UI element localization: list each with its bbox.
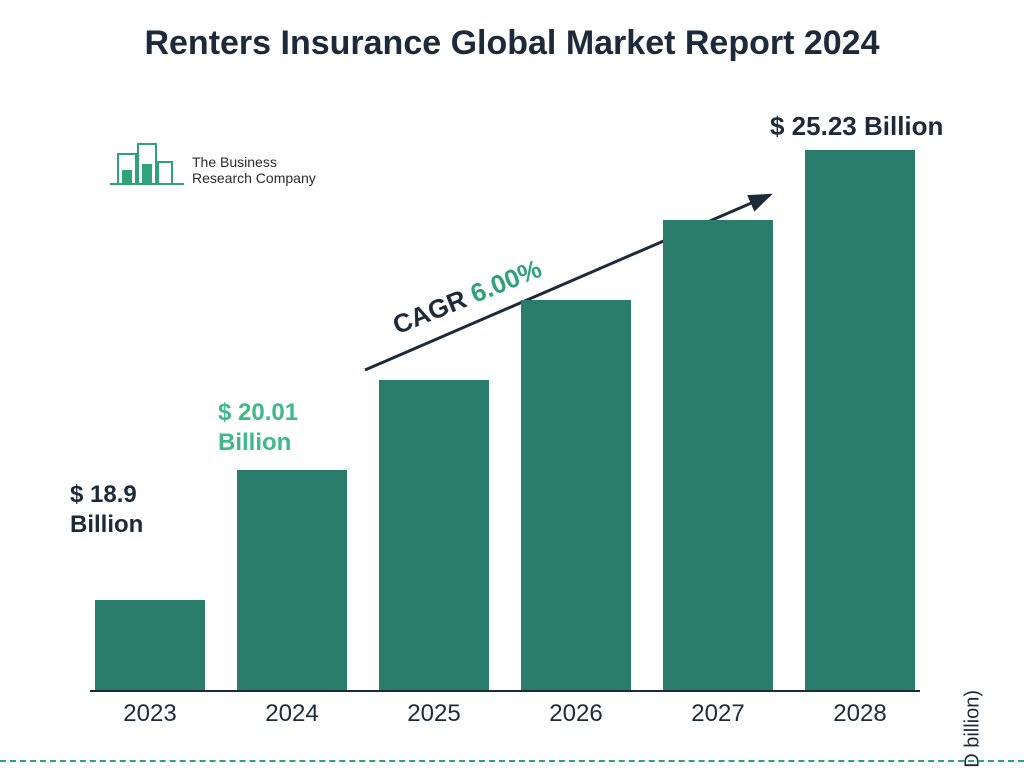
x-tick-label: 2028 bbox=[795, 700, 925, 728]
bar-2024 bbox=[237, 470, 347, 690]
bar-2028 bbox=[805, 150, 915, 690]
x-tick-label: 2023 bbox=[85, 700, 215, 728]
bar-2023 bbox=[95, 600, 205, 690]
value-label-0: $ 18.9Billion bbox=[70, 480, 143, 540]
bar-2025 bbox=[379, 380, 489, 690]
value-label-1: $ 20.01Billion bbox=[218, 398, 298, 458]
chart-container: Renters Insurance Global Market Report 2… bbox=[0, 0, 1024, 768]
bottom-divider bbox=[0, 760, 1024, 762]
x-tick-label: 2026 bbox=[511, 700, 641, 728]
value-label-2: $ 25.23 Billion bbox=[770, 110, 943, 143]
x-tick-label: 2025 bbox=[369, 700, 499, 728]
x-tick-label: 2027 bbox=[653, 700, 783, 728]
bar-2026 bbox=[521, 300, 631, 690]
x-tick-label: 2024 bbox=[227, 700, 357, 728]
bar-2027 bbox=[663, 220, 773, 690]
